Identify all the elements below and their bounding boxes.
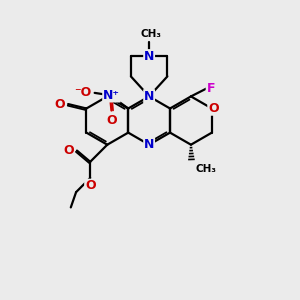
Text: N⁺: N⁺ bbox=[103, 89, 120, 102]
Text: CH₃: CH₃ bbox=[196, 164, 217, 174]
Text: O: O bbox=[85, 179, 95, 192]
Text: N: N bbox=[144, 138, 154, 151]
Text: O: O bbox=[54, 98, 64, 111]
Text: O: O bbox=[208, 102, 219, 115]
Text: F: F bbox=[206, 82, 215, 95]
Text: N: N bbox=[144, 50, 154, 63]
Text: O: O bbox=[106, 114, 117, 127]
Text: O: O bbox=[63, 143, 74, 157]
Text: N: N bbox=[144, 90, 154, 103]
Text: ⁻O: ⁻O bbox=[74, 86, 91, 99]
Text: CH₃: CH₃ bbox=[140, 29, 161, 39]
